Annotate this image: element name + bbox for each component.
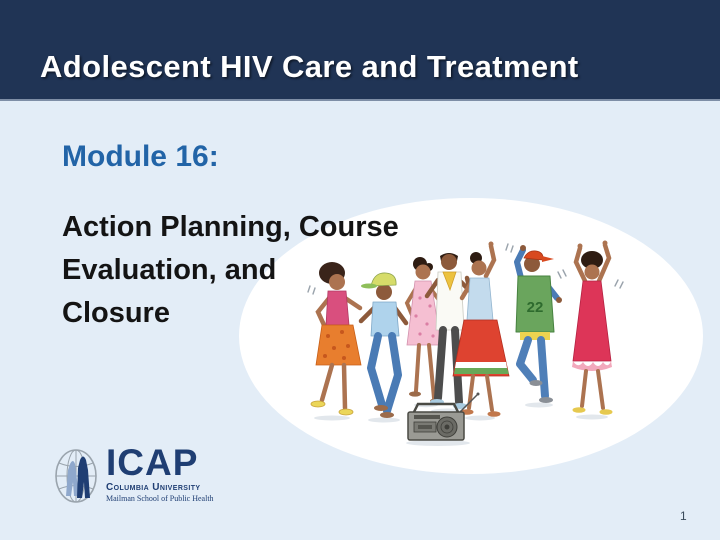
dancer-woman-red-skirt bbox=[452, 241, 510, 417]
module-subtitle: Action Planning, Course Evaluation, and … bbox=[62, 206, 422, 335]
page-number: 1 bbox=[680, 509, 687, 523]
module-label: Module 16: bbox=[62, 140, 219, 173]
radio-boombox bbox=[407, 392, 480, 441]
dancer-man-white-shirt bbox=[424, 253, 474, 409]
ground-shadows bbox=[314, 402, 608, 446]
jacket-number: 22 bbox=[527, 299, 544, 316]
subtitle-line: Closure bbox=[62, 297, 170, 329]
icap-logo-text: ICAP Columbia University Mailman School … bbox=[106, 442, 214, 503]
dancing-people-illustration: 22 bbox=[307, 240, 624, 446]
icap-university-label: Columbia University bbox=[106, 482, 201, 493]
icap-wordmark: ICAP bbox=[106, 442, 199, 483]
dancer-man-cap bbox=[358, 272, 409, 418]
motion-marks bbox=[307, 243, 624, 295]
slide-header: Adolescent HIV Care and Treatment bbox=[0, 0, 720, 101]
icap-school-label: Mailman School of Public Health bbox=[106, 494, 214, 503]
dancer-woman-red-dress bbox=[572, 240, 613, 415]
subtitle-line: Evaluation, and bbox=[62, 254, 277, 286]
slide-title: Adolescent HIV Care and Treatment bbox=[40, 49, 579, 84]
dancer-woman-pink-top bbox=[310, 262, 363, 416]
icap-globe-icon bbox=[55, 449, 97, 503]
dancer-man-jacket-22: 22 bbox=[514, 245, 562, 403]
icap-logo: ICAP Columbia University Mailman School … bbox=[54, 442, 214, 506]
subtitle-line: Action Planning, Course bbox=[62, 211, 399, 243]
